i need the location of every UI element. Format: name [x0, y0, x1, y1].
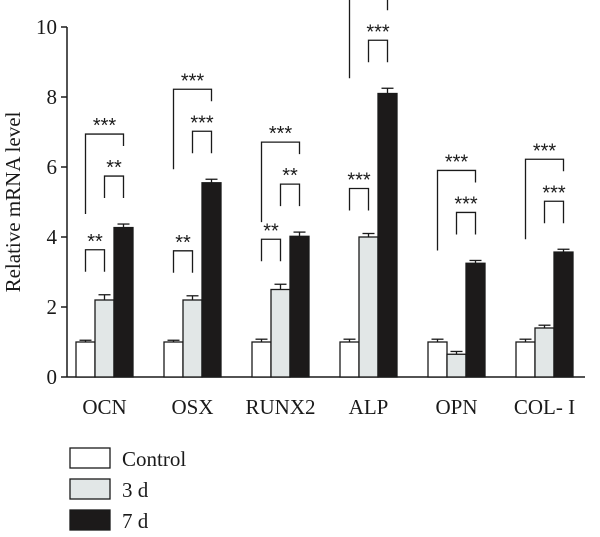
y-tick-label: 2: [47, 295, 58, 319]
significance-label: **: [106, 157, 122, 179]
bar-3d-5: [534, 327, 555, 378]
bar-control-4: [427, 341, 448, 378]
x-category-label: COL- I: [514, 395, 575, 419]
significance-markers: ****************************************…: [84, 0, 566, 273]
significance-bracket: [436, 169, 477, 251]
significance-label: **: [175, 232, 191, 254]
y-tick-label: 4: [47, 225, 58, 249]
significance-label: ***: [347, 170, 371, 192]
significance-bracket: [455, 211, 477, 235]
significance-bracket: [348, 187, 370, 211]
legend-label: Control: [122, 447, 186, 471]
bar-7d-3: [377, 92, 398, 378]
significance-label: **: [263, 220, 279, 242]
x-category-label: ALP: [349, 395, 389, 419]
significance-bracket: [260, 141, 301, 223]
significance-bracket: [524, 158, 565, 240]
significance-bracket: [348, 0, 389, 79]
x-category-label: OPN: [435, 395, 477, 419]
legend-swatch-control: [69, 447, 111, 469]
significance-label: ***: [542, 182, 566, 204]
y-tick-label: 0: [47, 365, 58, 389]
significance-label: **: [282, 165, 298, 187]
significance-bracket: [367, 39, 389, 63]
significance-bracket: [172, 88, 213, 170]
x-category-label: RUNX2: [245, 395, 315, 419]
significance-bracket: [84, 249, 106, 272]
y-tick-label: 10: [36, 15, 57, 39]
significance-bracket: [84, 133, 125, 215]
bar-3d-2: [270, 288, 291, 378]
significance-label: ***: [454, 193, 478, 215]
bar-control-3: [339, 341, 360, 378]
significance-label: ***: [533, 140, 557, 162]
significance-bracket: [172, 250, 194, 273]
x-category-label: OCN: [82, 395, 126, 419]
chart-legend: Control 3 d 7 d: [69, 447, 186, 533]
bar-7d-0: [113, 226, 134, 378]
significance-label: ***: [190, 112, 214, 134]
legend-swatch-7d: [69, 509, 111, 531]
bar-control-5: [515, 341, 536, 378]
significance-label: ***: [445, 151, 469, 173]
significance-bracket: [103, 175, 125, 199]
bar-3d-3: [358, 236, 379, 378]
significance-label: ***: [181, 70, 205, 92]
chart-bars: [75, 87, 574, 378]
bar-7d-5: [553, 251, 574, 378]
significance-bracket: [191, 130, 213, 154]
significance-label: ***: [357, 0, 381, 1]
significance-label: ***: [366, 21, 390, 43]
significance-label: ***: [93, 115, 117, 137]
bar-7d-2: [289, 235, 310, 378]
axis-labels: 0 2 4 6 8 10 Relative mRNA level OCN OSX RUNX2 ALP…: [1, 15, 575, 419]
bar-7d-1: [201, 182, 222, 378]
bar-control-2: [251, 341, 272, 378]
bar-7d-4: [465, 262, 486, 378]
y-tick-label: 6: [47, 155, 58, 179]
x-category-label: OSX: [171, 395, 213, 419]
significance-label: ***: [269, 123, 293, 145]
chart-axes: [61, 26, 585, 378]
y-tick-label: 8: [47, 85, 58, 109]
legend-label: 3 d: [122, 478, 149, 502]
legend-swatch-3d: [69, 478, 111, 500]
bar-control-1: [163, 341, 184, 378]
bar-control-0: [75, 341, 96, 378]
legend-label: 7 d: [122, 509, 149, 533]
significance-label: **: [87, 231, 103, 253]
bar-3d-0: [94, 299, 115, 378]
significance-bracket: [260, 238, 282, 262]
bar-3d-1: [182, 299, 203, 378]
bar-3d-4: [446, 353, 467, 378]
significance-bracket: [543, 200, 565, 224]
significance-bracket: [279, 183, 301, 207]
y-axis-label: Relative mRNA level: [1, 111, 25, 292]
